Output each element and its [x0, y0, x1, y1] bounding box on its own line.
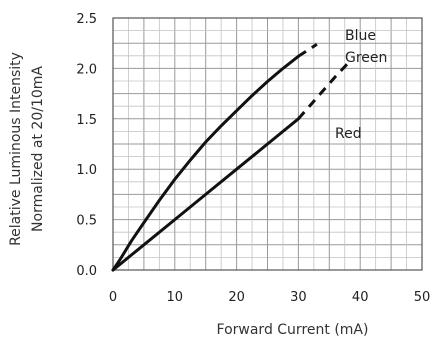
y-axis-label-line-2: Normalized at 20/10mA [30, 66, 46, 232]
y-tick-label: 2.5 [76, 12, 97, 27]
x-tick-label: 0 [109, 290, 117, 305]
y-tick-label: 1.5 [76, 113, 97, 128]
x-tick-label: 40 [352, 290, 369, 305]
series-label-blue: Blue [345, 28, 376, 44]
y-tick-label: 1.0 [76, 163, 97, 178]
y-axis-label: Relative Luminous Intensity Normalized a… [8, 52, 46, 246]
series-label-green: Green [345, 50, 387, 66]
x-tick-label: 50 [414, 290, 431, 305]
y-tick-label: 2.0 [76, 62, 97, 77]
series-labels: Blue Green Red [335, 28, 387, 142]
x-axis-ticks: 0 10 20 30 40 50 [109, 290, 430, 305]
x-axis-label: Forward Current (mA) [217, 322, 369, 338]
y-axis-label-line-1: Relative Luminous Intensity [8, 52, 24, 246]
y-axis-ticks: 0.0 0.5 1.0 1.5 2.0 2.5 [76, 12, 97, 279]
x-tick-label: 30 [290, 290, 307, 305]
series-label-red: Red [335, 126, 362, 142]
x-tick-label: 10 [167, 290, 184, 305]
x-tick-label: 20 [228, 290, 245, 305]
series-line-red-extrapolated [298, 63, 347, 118]
y-tick-label: 0.5 [76, 214, 97, 229]
curves [113, 44, 348, 270]
y-tick-label: 0.0 [76, 264, 97, 279]
